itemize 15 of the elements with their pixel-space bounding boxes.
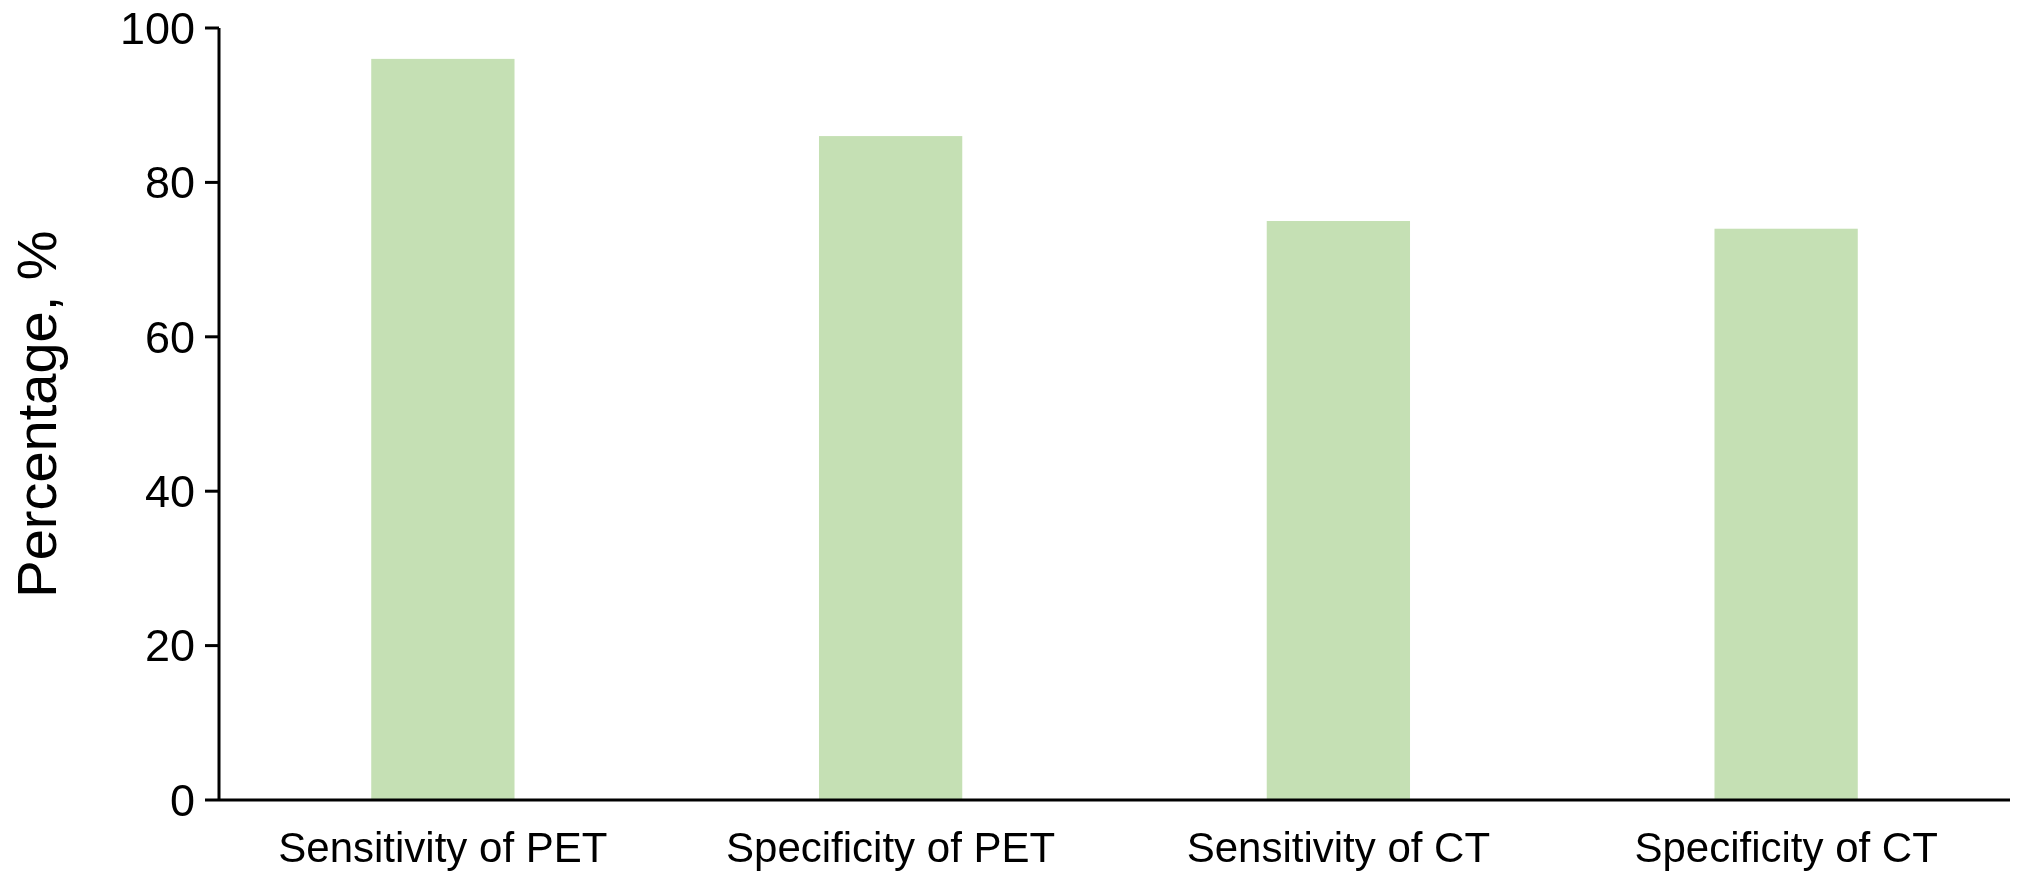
- y-tick-label: 0: [169, 774, 195, 826]
- x-tick-label: Specificity of CT: [1634, 824, 1938, 871]
- y-tick-label: 40: [144, 465, 195, 517]
- bar: [1266, 221, 1411, 800]
- x-tick-label: Sensitivity of CT: [1186, 824, 1491, 871]
- y-tick-label: 100: [119, 2, 195, 54]
- x-tick-label: Specificity of PET: [726, 824, 1056, 871]
- bar: [371, 58, 515, 800]
- x-tick-label: Sensitivity of PET: [278, 824, 608, 871]
- bar: [1714, 228, 1858, 800]
- y-tick-label: 60: [144, 311, 195, 363]
- y-tick-label: 80: [144, 157, 195, 209]
- y-axis-title: Percentage, %: [5, 230, 68, 598]
- bar: [818, 136, 963, 800]
- y-tick-label: 20: [144, 620, 195, 672]
